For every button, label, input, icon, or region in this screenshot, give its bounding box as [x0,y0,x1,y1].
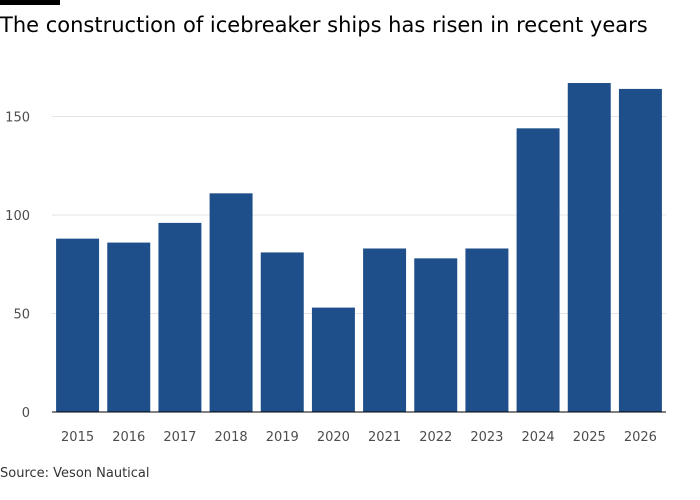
bar-2018 [209,193,253,412]
x-tick-label-2015: 2015 [61,430,94,445]
x-axis-tick-labels: 2015 2016 2017 2018 2019 2020 2021 2022 2023 2024… [61,430,657,445]
bar-2026 [618,88,662,413]
bar-2015 [56,238,100,412]
chart-title: The construction of icebreaker ships has… [0,13,648,37]
bar-2020 [311,307,355,412]
bar-2022 [414,258,458,412]
top-accent-rule [0,0,60,5]
x-tick-label-2017: 2017 [163,430,196,445]
x-tick-label-2022: 2022 [419,430,452,445]
bar-2016 [107,242,151,412]
y-tick-label: 150 [5,111,30,126]
bar-2023 [465,248,509,412]
y-tick-label: 50 [13,308,30,323]
y-tick-label: 100 [5,209,30,224]
source-note: Source: Veson Nautical [0,466,150,481]
y-axis-tick-labels: 0 50 100 150 [5,111,30,422]
x-tick-label-2021: 2021 [368,430,401,445]
gridlines [52,116,666,314]
bars [56,83,662,413]
bar-2025 [567,83,611,412]
bar-2021 [363,248,407,412]
x-tick-label-2025: 2025 [573,430,606,445]
x-tick-label-2020: 2020 [317,430,350,445]
bar-2019 [260,252,304,412]
x-tick-label-2026: 2026 [624,430,657,445]
bar-2024 [516,128,560,412]
x-tick-label-2018: 2018 [215,430,248,445]
x-tick-label-2019: 2019 [266,430,299,445]
x-tick-label-2023: 2023 [470,430,503,445]
y-tick-label: 0 [22,406,30,421]
x-tick-label-2024: 2024 [522,430,555,445]
bar-2017 [158,222,202,412]
x-tick-label-2016: 2016 [112,430,145,445]
